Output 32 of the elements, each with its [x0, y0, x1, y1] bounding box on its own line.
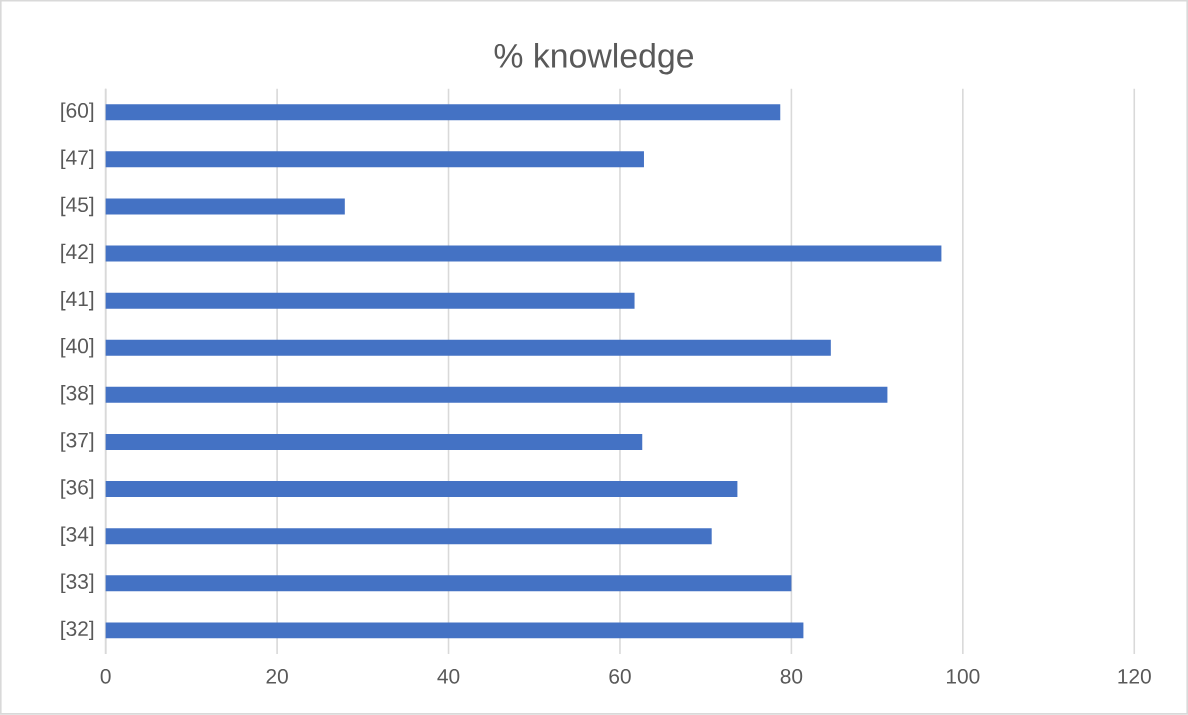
bar — [105, 622, 804, 639]
y-tick-label: [60] — [61, 102, 94, 123]
y-tick-label: [45] — [61, 196, 94, 217]
bar — [105, 104, 781, 121]
x-tick-label: 120 — [1118, 669, 1151, 684]
bar — [105, 575, 792, 592]
x-tick-label: 20 — [266, 669, 288, 684]
bar — [105, 151, 644, 168]
bar — [105, 339, 831, 356]
y-tick-label: [33] — [61, 573, 94, 594]
x-tick-label: 60 — [609, 669, 631, 684]
bar — [105, 245, 942, 262]
x-tick-label: 0 — [100, 669, 111, 684]
bar — [105, 198, 345, 215]
y-tick-label: [34] — [61, 526, 94, 547]
bar — [105, 528, 712, 545]
y-tick-label: [37] — [61, 432, 94, 452]
y-tick-label: [38] — [61, 385, 94, 405]
bar — [105, 387, 888, 404]
y-tick-label: [47] — [61, 149, 94, 170]
y-tick-label: [42] — [61, 243, 94, 264]
x-tick-label: 100 — [947, 669, 980, 684]
bar — [105, 292, 635, 309]
x-tick-label: 80 — [780, 669, 803, 684]
y-tick-label: [36] — [61, 479, 94, 499]
y-tick-label: [40] — [61, 338, 94, 358]
y-tick-label: [32] — [61, 620, 94, 641]
x-tick-label: 40 — [437, 669, 460, 684]
chart-title: % knowledge — [494, 43, 694, 75]
y-tick-label: [41] — [61, 291, 94, 311]
bar — [105, 481, 738, 498]
bar — [105, 434, 643, 451]
